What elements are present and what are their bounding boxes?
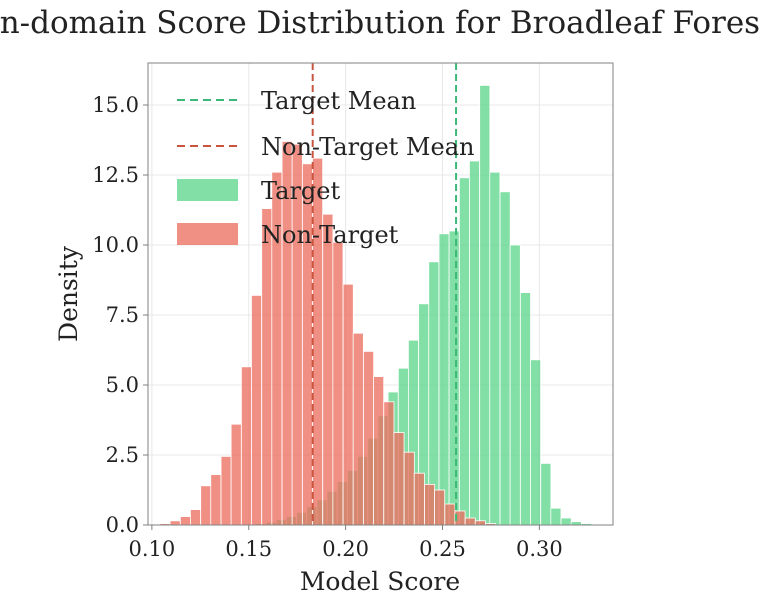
bar-non-target bbox=[464, 517, 476, 526]
legend-label-non-target: Non-Target bbox=[261, 221, 399, 249]
bar-target bbox=[560, 517, 572, 526]
y-axis-label: Density bbox=[54, 245, 83, 342]
bar-non-target bbox=[393, 432, 405, 526]
bar-non-target bbox=[169, 520, 181, 526]
bar-non-target bbox=[251, 294, 263, 526]
y-tick-label: 5.0 bbox=[106, 373, 139, 397]
x-axis-ticks: 0.10 0.15 0.20 0.25 0.30 bbox=[128, 525, 563, 561]
bar-non-target bbox=[403, 451, 415, 526]
y-tick-label: 2.5 bbox=[106, 443, 139, 467]
bar-non-target bbox=[190, 509, 202, 526]
bar-non-target bbox=[383, 401, 395, 526]
bar-non-target bbox=[200, 485, 212, 526]
bar-non-target bbox=[240, 366, 252, 526]
bar-target bbox=[519, 292, 531, 526]
bar-non-target bbox=[413, 472, 425, 526]
bar-target bbox=[499, 191, 511, 526]
bar-target bbox=[509, 244, 521, 526]
bar-non-target bbox=[230, 423, 242, 526]
bar-non-target bbox=[179, 516, 191, 526]
mean-lines bbox=[311, 63, 458, 525]
bar-non-target bbox=[373, 376, 385, 526]
bar-target bbox=[458, 177, 470, 526]
bar-non-target bbox=[261, 208, 273, 526]
bar-target bbox=[438, 233, 450, 526]
y-tick-label: 0.0 bbox=[106, 513, 139, 537]
bar-non-target bbox=[332, 241, 344, 526]
legend: Target Mean Non-Target Mean Target Non-T… bbox=[177, 87, 474, 249]
x-tick-label: 0.15 bbox=[225, 537, 272, 561]
y-tick-label: 15.0 bbox=[92, 93, 139, 117]
bar-non-target bbox=[444, 503, 456, 526]
y-tick-label: 12.5 bbox=[92, 163, 139, 187]
y-tick-label: 10.0 bbox=[92, 233, 139, 257]
bar-target bbox=[479, 85, 491, 526]
bar-non-target bbox=[434, 489, 446, 526]
y-axis-ticks: 0.0 2.5 5.0 7.5 10.0 12.5 15.0 bbox=[92, 93, 148, 537]
bar-target bbox=[540, 462, 552, 526]
chart-title: In-domain Score Distribution for Broadle… bbox=[0, 5, 761, 41]
legend-label-target: Target bbox=[261, 177, 340, 205]
legend-swatch-non-target bbox=[177, 223, 238, 245]
plot-area bbox=[147, 62, 614, 526]
bar-target bbox=[469, 160, 481, 526]
plot-frame bbox=[147, 62, 614, 526]
bar-non-target bbox=[312, 157, 324, 526]
bar-non-target bbox=[302, 163, 313, 526]
bar-non-target bbox=[322, 213, 334, 526]
bar-target bbox=[550, 507, 562, 526]
bar-non-target bbox=[474, 520, 486, 526]
legend-label-non-target-mean: Non-Target Mean bbox=[261, 133, 474, 161]
bar-non-target bbox=[342, 283, 354, 526]
legend-label-target-mean: Target Mean bbox=[261, 87, 416, 115]
bar-target bbox=[530, 359, 542, 526]
bar-target bbox=[570, 521, 582, 526]
x-tick-label: 0.20 bbox=[322, 537, 369, 561]
x-axis-label: Model Score bbox=[300, 567, 460, 596]
series-non-target bbox=[159, 140, 497, 526]
bar-target bbox=[448, 230, 460, 526]
x-tick-label: 0.30 bbox=[516, 537, 563, 561]
bar-non-target bbox=[424, 483, 436, 526]
y-tick-label: 7.5 bbox=[106, 303, 139, 327]
bar-non-target bbox=[220, 455, 232, 526]
legend-swatch-target bbox=[177, 179, 238, 201]
bar-non-target bbox=[210, 474, 222, 526]
bars bbox=[159, 85, 592, 526]
bar-non-target bbox=[352, 332, 364, 526]
bar-non-target bbox=[363, 350, 375, 526]
x-tick-label: 0.25 bbox=[419, 537, 466, 561]
x-tick-label: 0.10 bbox=[128, 537, 175, 561]
bar-target bbox=[489, 171, 501, 526]
